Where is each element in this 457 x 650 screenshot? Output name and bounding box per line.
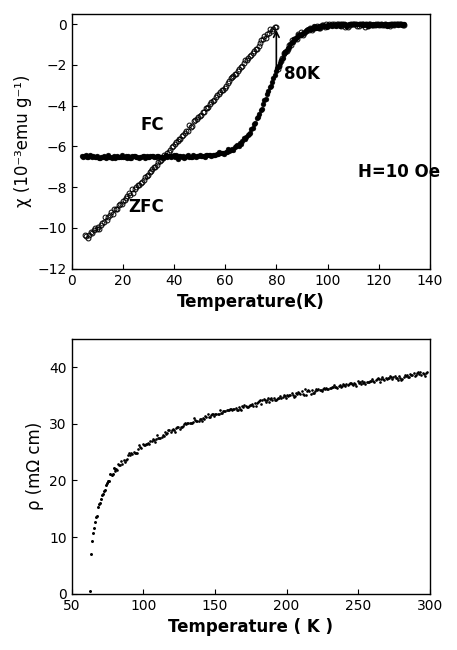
Y-axis label: ρ (mΩ cm): ρ (mΩ cm): [26, 422, 43, 510]
Text: 80K: 80K: [284, 65, 320, 83]
X-axis label: Temperature ( K ): Temperature ( K ): [168, 618, 333, 636]
X-axis label: Temperature(K): Temperature(K): [177, 293, 324, 311]
Text: FC: FC: [141, 116, 165, 134]
Text: ZFC: ZFC: [128, 198, 164, 216]
Text: H=10 Oe: H=10 Oe: [358, 163, 441, 181]
Y-axis label: χ (10⁻³emu g⁻¹): χ (10⁻³emu g⁻¹): [14, 75, 32, 207]
